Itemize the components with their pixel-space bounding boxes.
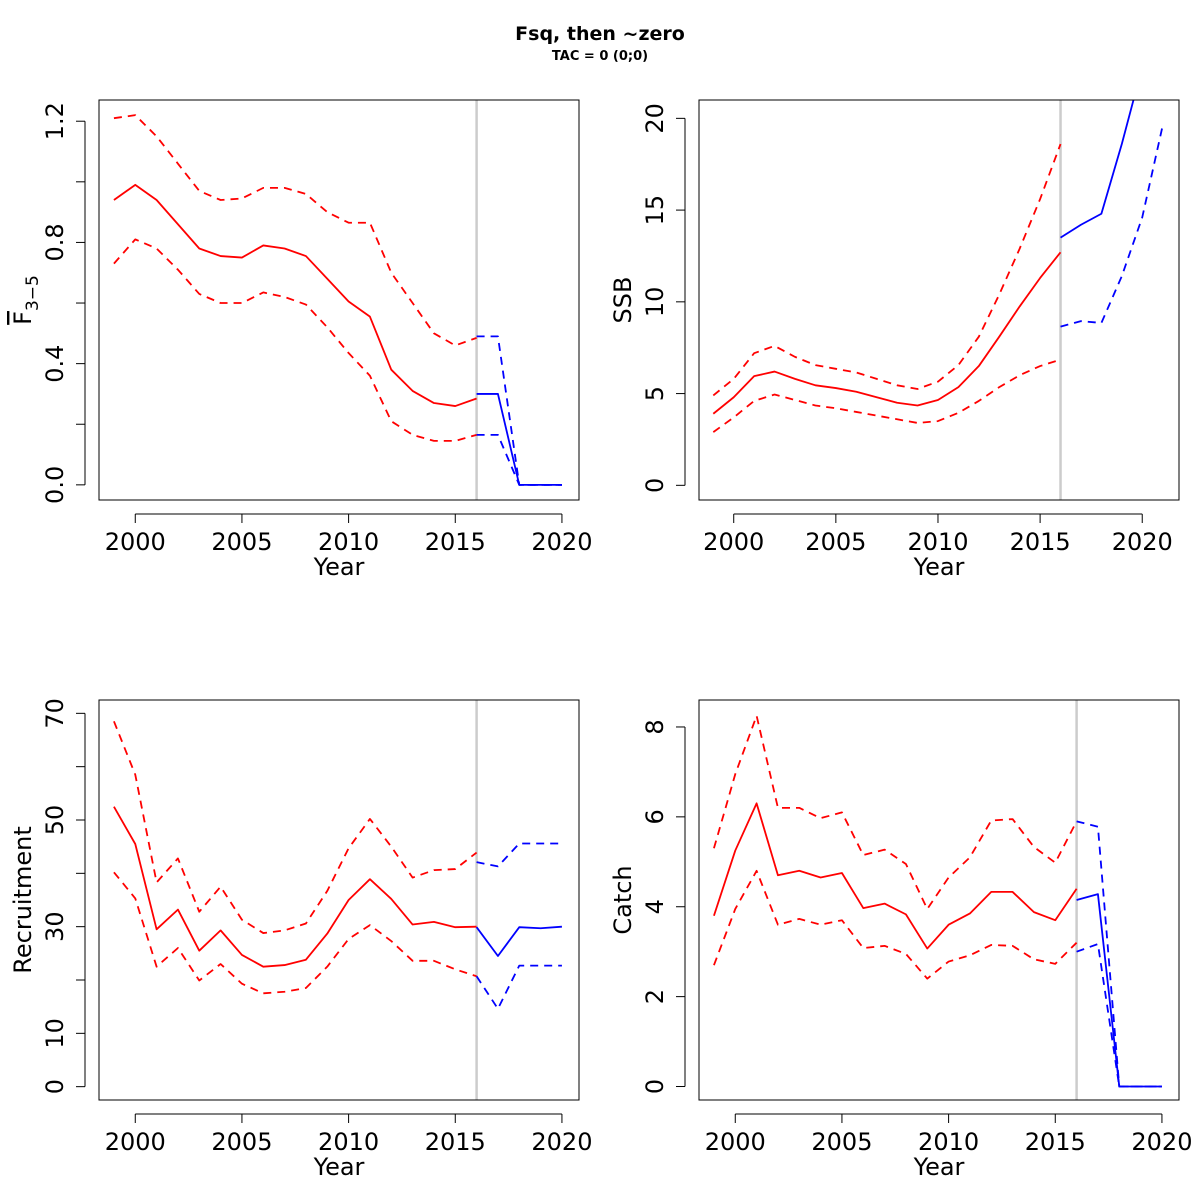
series-historical-estimate-line	[712, 251, 1062, 415]
x-axis-label: Year	[913, 553, 965, 581]
x-axis-label: Year	[313, 1153, 365, 1181]
series-forecast-upper-line	[476, 842, 562, 868]
x-tick-label: 2020	[531, 1128, 592, 1156]
x-tick-label: 2000	[105, 528, 166, 556]
x-tick-label: 2005	[805, 528, 866, 556]
series-forecast-lower-line	[1060, 125, 1164, 328]
plot-frame	[98, 699, 580, 1101]
chart-fbar: 2000 2005 2010 2015 2020 Year 0.0 0.4 0.8 1.2 F3−5	[9, 99, 592, 581]
series-historical-lower-line	[713, 869, 1078, 980]
series-group	[113, 720, 562, 1010]
y-tick-label: 15	[641, 195, 669, 226]
x-tick-label: 2015	[425, 528, 486, 556]
x-axis-label: Year	[913, 1153, 965, 1181]
y-tick-label: 8	[641, 719, 669, 734]
chart-ssb: 2000 2005 2010 2015 2020 Year 0 5 10 15 20 SSB	[609, 99, 1180, 581]
y-axis-label: SSB	[609, 277, 637, 324]
x-tick-label: 2005	[211, 1128, 272, 1156]
panel-grid: 2000 2005 2010 2015 2020Year0.00.40.81.2F3−5…	[9, 99, 1192, 1181]
series-historical-lower-line	[113, 871, 477, 995]
series-forecast-lower-line	[1076, 943, 1162, 1088]
figure-subtitle: TAC = 0 (0;0)	[552, 49, 648, 64]
y-axis-label-subscript: 3−5	[23, 275, 43, 311]
plot-frame	[98, 99, 580, 501]
x-tick-label: 2010	[318, 528, 379, 556]
y-axis-label: Recruitment	[9, 826, 37, 973]
x-tick-label: 2015	[1010, 528, 1071, 556]
chart-recruitment: 2000 2005 2010 2015 2020 Year 0 10 30 50 70 Recruit…	[9, 698, 592, 1181]
series-historical-estimate-line	[113, 183, 477, 407]
y-tick-label: 5	[641, 386, 669, 401]
series-forecast-estimate-line	[1060, 100, 1135, 239]
x-tick-label: 2000	[703, 528, 764, 556]
y-tick-label: 0.0	[41, 466, 69, 504]
y-tick-label: 4	[641, 899, 669, 914]
y-tick-label: 10	[641, 287, 669, 318]
x-tick-label: 2010	[918, 1128, 979, 1156]
series-historical-estimate-line	[713, 802, 1078, 950]
series-historical-estimate-line	[113, 806, 477, 968]
chart-catch: 2000 2005 2010 2015 2020 Year 0 2 4 6 8 Catch	[609, 699, 1192, 1181]
y-tick-label: 2	[641, 989, 669, 1004]
figure-title: Fsq, then ~zero	[515, 23, 685, 45]
x-tick-label: 2005	[811, 1128, 872, 1156]
series-forecast-lower-line	[476, 433, 562, 486]
series-group	[712, 100, 1164, 433]
y-tick-label: 30	[41, 911, 69, 942]
y-tick-label: 10	[41, 1018, 69, 1049]
x-tick-label: 2005	[211, 528, 272, 556]
series-historical-upper-line	[713, 714, 1078, 910]
y-tick-label: 0.8	[41, 223, 69, 261]
y-axis-label: Catch	[609, 865, 637, 934]
x-tick-label: 2000	[705, 1128, 766, 1156]
series-group	[713, 714, 1162, 1088]
series-forecast-estimate-line	[475, 925, 562, 957]
y-tick-label: 50	[41, 805, 69, 836]
x-axis-label: Year	[313, 553, 365, 581]
x-tick-label: 2020	[531, 528, 592, 556]
x-tick-label: 2015	[1025, 1128, 1086, 1156]
x-tick-label: 2000	[105, 1128, 166, 1156]
y-tick-label: 0	[641, 478, 669, 493]
series-forecast-upper-line	[1076, 820, 1162, 1088]
plot-frame	[698, 99, 1180, 501]
series-forecast-lower-line	[475, 964, 562, 1010]
x-tick-label: 2015	[425, 1128, 486, 1156]
y-tick-label: 0	[41, 1079, 69, 1094]
y-axis-label-base: F	[9, 311, 37, 325]
x-tick-label: 2020	[1112, 528, 1173, 556]
y-tick-label: 1.2	[41, 102, 69, 140]
y-tick-label: 70	[41, 698, 69, 729]
x-tick-label: 2010	[318, 1128, 379, 1156]
y-tick-label: 0.4	[41, 345, 69, 383]
series-historical-lower-line	[712, 358, 1061, 433]
y-axis-label: F3−5	[9, 275, 43, 325]
series-group	[113, 114, 562, 486]
x-tick-label: 2010	[907, 528, 968, 556]
series-historical-upper-line	[712, 143, 1062, 397]
y-tick-label: 6	[641, 809, 669, 824]
plot-frame	[698, 699, 1180, 1101]
y-tick-label: 0	[641, 1079, 669, 1094]
y-tick-label: 20	[641, 103, 669, 134]
x-tick-label: 2020	[1131, 1128, 1192, 1156]
